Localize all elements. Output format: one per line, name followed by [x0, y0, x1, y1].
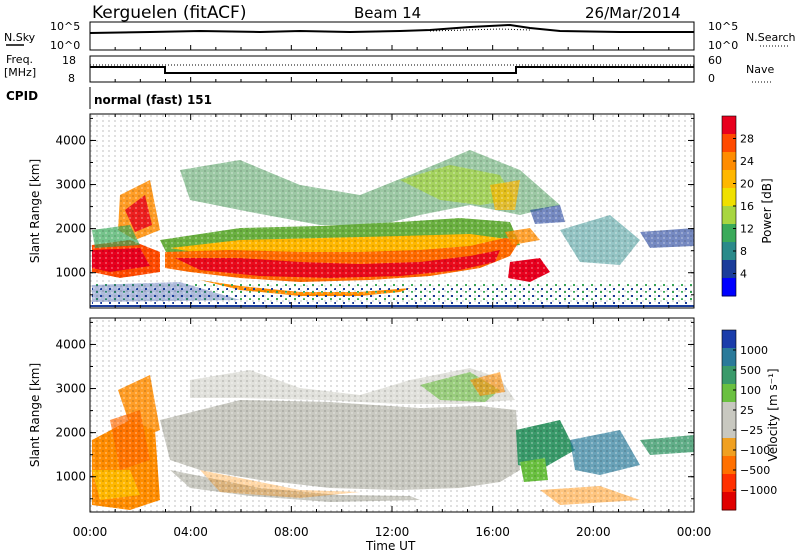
colorbar-segment: [722, 242, 736, 261]
colorbar-tick-label: −500: [740, 464, 770, 477]
y-tick-label: 4000: [55, 337, 86, 351]
y-tick-label: 2000: [55, 222, 86, 236]
axes-layer: 1000 2000 3000 4000 1000 2000 3000 4000 00:00 04:…: [55, 45, 711, 539]
colorbar-segment: [722, 384, 736, 403]
nsearch-label: N.Search: [746, 31, 796, 44]
colorbar-segment: [722, 402, 736, 421]
y-tick-label: 1000: [55, 266, 86, 280]
freq-panel: Freq. [MHz] 18 8 60 0 Nave: [4, 53, 774, 85]
colorbar-tick-label: 8: [740, 245, 747, 258]
freq-line: [90, 66, 694, 74]
freq-label-2: [MHz]: [4, 66, 36, 79]
x-tick-label: 00:00: [677, 525, 712, 539]
y-tick-label: 1000: [55, 470, 86, 484]
colorbar-tick-label: −100: [740, 444, 770, 457]
colorbar-tick-label: −1000: [740, 484, 777, 497]
colorbar-segment: [722, 206, 736, 225]
power-panel: Slant Range [km]: [28, 113, 695, 309]
colorbar-segment: [722, 420, 736, 439]
colorbar-segment: [722, 260, 736, 279]
date-title: 26/Mar/2014: [585, 4, 681, 22]
colorbar-segment: [722, 438, 736, 457]
colorbar-segment: [722, 330, 736, 349]
colorbar-segment: [722, 134, 736, 153]
velocity-colorbar: Velocity [m s⁻¹] 1000 500 100 25 −25 −100 −500…: [721, 329, 780, 511]
cpid-mode: normal (fast) 151: [94, 93, 212, 107]
colorbar-segment: [722, 152, 736, 171]
colorbar-segment: [722, 188, 736, 207]
power-colorbar-label: Power [dB]: [760, 178, 774, 243]
y-tick-label: 2000: [55, 426, 86, 440]
freq-label-1: Freq.: [6, 53, 33, 66]
colorbar-segment: [722, 348, 736, 367]
cpid-label: CPID: [6, 89, 38, 103]
x-tick-label: 20:00: [576, 525, 611, 539]
nsky-right-tick-top: 10^5: [708, 20, 738, 33]
velocity-ylabel: Slant Range [km]: [28, 363, 42, 467]
colorbar-segment: [722, 170, 736, 189]
freq-right-tick-bottom: 0: [708, 72, 715, 85]
colorbar-tick-label: 24: [740, 155, 754, 168]
nsky-label: N.Sky: [4, 31, 36, 44]
nsky-line: [89, 23, 694, 34]
freq-left-tick-top: 18: [62, 54, 76, 67]
colorbar-tick-label: 4: [740, 268, 747, 281]
power-colorbar: Power [dB] 28 24 20 16 12 8 4: [721, 115, 774, 297]
nsearch-line: [429, 28, 531, 32]
beam-title: Beam 14: [354, 4, 421, 22]
colorbar-tick-label: 12: [740, 223, 754, 236]
y-tick-label: 4000: [55, 133, 86, 147]
colorbar-segment: [722, 224, 736, 243]
nave-label: Nave: [746, 63, 774, 76]
x-tick-label: 00:00: [73, 525, 108, 539]
x-tick-label: 08:00: [274, 525, 309, 539]
power-ylabel: Slant Range [km]: [28, 159, 42, 263]
colorbar-segment: [722, 456, 736, 475]
colorbar-segment: [722, 366, 736, 385]
colorbar-tick-label: 20: [740, 178, 754, 191]
colorbar-tick-label: −25: [740, 424, 763, 437]
velocity-scatter: [90, 318, 694, 512]
y-tick-label: 3000: [55, 382, 86, 396]
colorbar-segment: [722, 474, 736, 493]
colorbar-tick-label: 500: [740, 364, 761, 377]
nsky-right-tick-bottom: 10^0: [708, 39, 738, 52]
time-axis-label: Time UT: [365, 539, 416, 553]
station-title: Kerguelen (fitACF): [92, 3, 246, 23]
power-scatter: [90, 114, 694, 308]
colorbar-segment: [722, 492, 736, 511]
freq-left-tick-bottom: 8: [68, 72, 75, 85]
freq-right-tick-top: 60: [708, 54, 722, 67]
colorbar-segment: [722, 116, 736, 135]
colorbar-segment: [722, 278, 736, 297]
nsky-panel: N.Sky 10^5 10^0 10^5 10^0 N.Search: [4, 20, 796, 52]
velocity-colorbar-label: Velocity [m s⁻¹]: [766, 368, 780, 461]
velocity-panel: Slant Range [km] Time UT: [28, 317, 695, 553]
y-tick-label: 3000: [55, 178, 86, 192]
colorbar-tick-label: 16: [740, 200, 754, 213]
colorbar-tick-label: 25: [740, 404, 754, 417]
cpid-panel: CPID normal (fast) 151: [6, 87, 212, 109]
x-tick-label: 12:00: [375, 525, 410, 539]
colorbar-tick-label: 28: [740, 133, 754, 146]
x-tick-label: 04:00: [173, 525, 208, 539]
nsky-left-tick-top: 10^5: [50, 20, 80, 33]
colorbar-tick-label: 1000: [740, 344, 768, 357]
nsky-left-tick-bottom: 10^0: [50, 39, 80, 52]
x-tick-label: 16:00: [475, 525, 510, 539]
colorbar-tick-label: 100: [740, 384, 761, 397]
